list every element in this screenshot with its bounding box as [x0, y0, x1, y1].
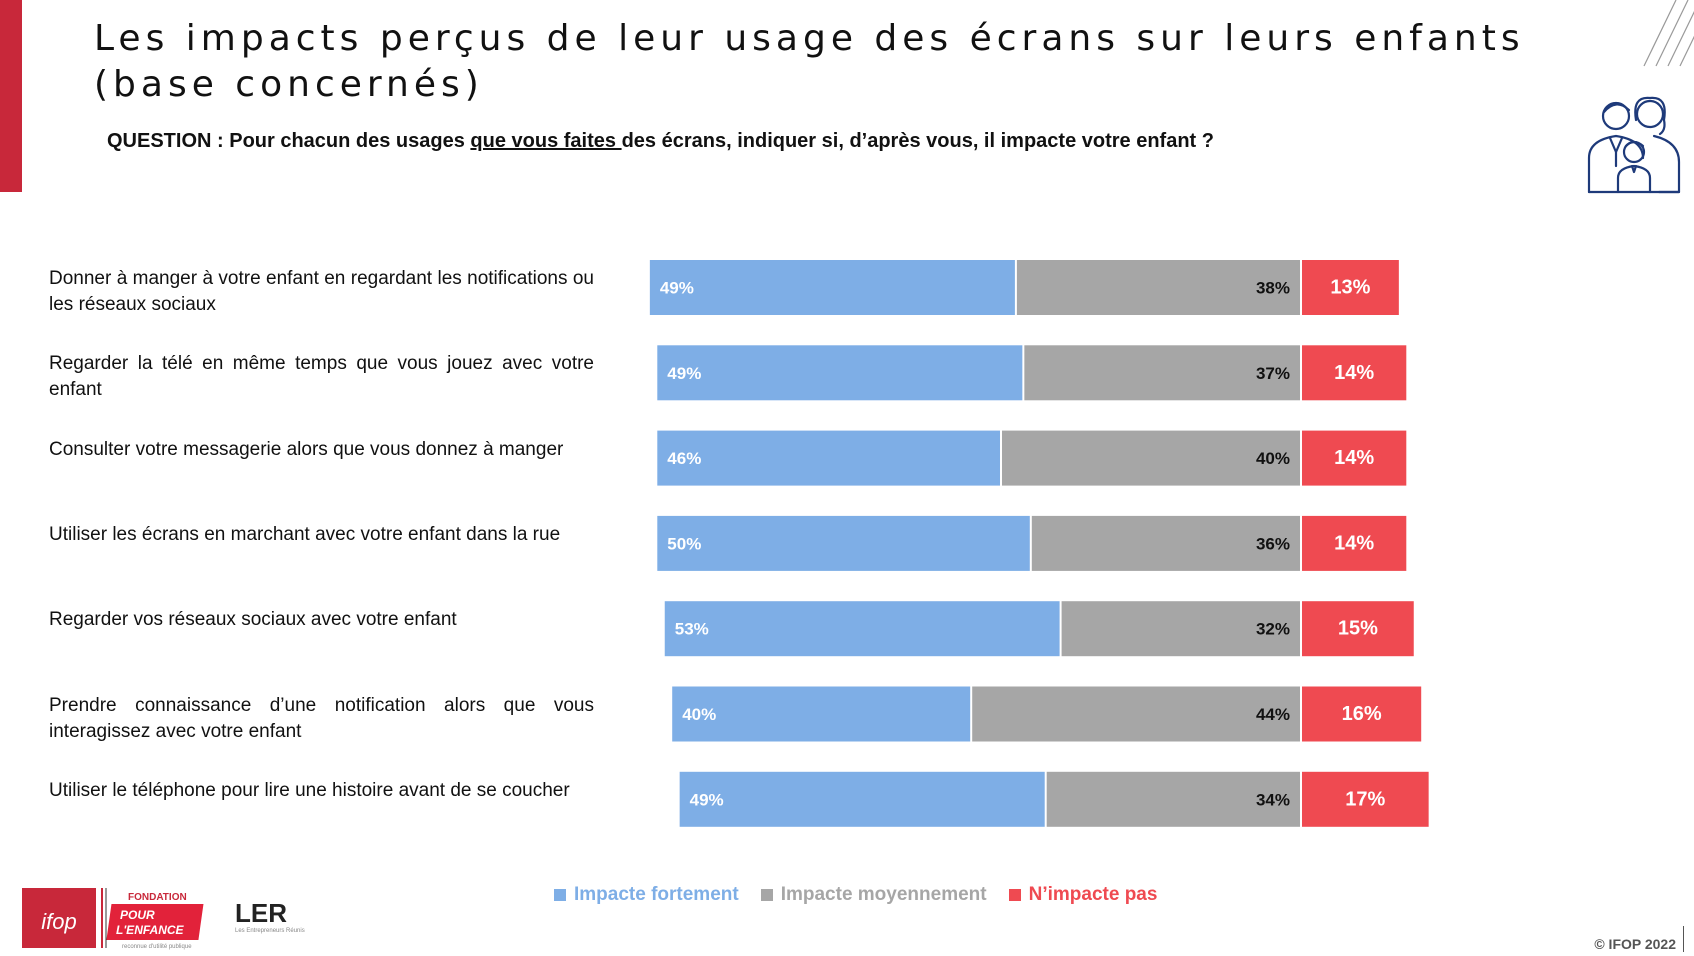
data-label: 49% — [660, 279, 694, 298]
category-label: Prendre connaissance d’une notification … — [49, 695, 594, 742]
bar-segment — [679, 771, 1045, 827]
question-suffix: des écrans, indiquer si, d’après vous, i… — [621, 130, 1214, 152]
data-label: 36% — [1256, 534, 1290, 553]
family-icon — [1587, 96, 1681, 194]
bar-segment — [649, 260, 1015, 315]
legend-label: N’impacte pas — [1028, 884, 1158, 905]
legend-swatch — [554, 889, 566, 901]
bar-segment — [1302, 260, 1399, 315]
slide-title: Les impacts perçus de leur usage des écr… — [94, 18, 1525, 105]
bar-segment — [1016, 260, 1300, 315]
question-text: QUESTION : Pour chacun des usages que vo… — [107, 130, 1214, 153]
bar-segment — [972, 686, 1300, 742]
chart-legend: Impacte fortement Impacte moyennement N’… — [554, 884, 1157, 906]
legend-label: Impacte moyennement — [780, 884, 987, 905]
accent-bar — [0, 0, 22, 192]
bar-segment — [1031, 515, 1300, 571]
legend-item-n-impacte-pas: N’impacte pas — [1008, 884, 1158, 906]
question-prefix: QUESTION : Pour chacun des usages — [107, 130, 471, 152]
legend-swatch — [1008, 889, 1021, 901]
category-label: Utiliser le téléphone pour lire une hist… — [49, 780, 570, 801]
copyright: © IFOP 2022 — [1594, 936, 1676, 952]
category-label: Utiliser les écrans en marchant avec vot… — [49, 524, 561, 545]
data-label: 15% — [1338, 618, 1378, 640]
data-label: 13% — [1330, 277, 1370, 299]
ifop-logo — [22, 888, 96, 948]
data-label: 53% — [675, 620, 709, 639]
data-label: 49% — [667, 364, 701, 383]
fondation-logo-text: FONDATION — [128, 892, 187, 903]
data-label: 14% — [1334, 532, 1374, 554]
bar-segment — [1302, 686, 1422, 742]
data-label: 44% — [1256, 705, 1290, 724]
data-label: 46% — [667, 449, 701, 468]
bar-segment — [657, 430, 1000, 486]
data-label: 40% — [682, 705, 716, 724]
bar-segment — [1302, 430, 1407, 486]
data-label: 14% — [1334, 447, 1374, 469]
category-label: Consulter votre messagerie alors que vou… — [49, 439, 564, 460]
legend-swatch — [760, 889, 773, 901]
question-underlined: que vous faites — [470, 130, 622, 152]
stacked-bar-chart: 49% 38% 13% 49% 37% 14% 46% 40% 14% 50% 36% 14% 53% 3… — [649, 260, 1429, 827]
data-label: 34% — [1256, 790, 1290, 809]
data-label: 40% — [1256, 449, 1290, 468]
legend-item-impacte-fortement: Impacte fortement — [554, 884, 739, 906]
data-label: 16% — [1342, 703, 1382, 725]
data-label: 38% — [1256, 279, 1290, 298]
bar-segment — [657, 515, 1030, 571]
data-label: 49% — [690, 790, 724, 809]
data-label: 37% — [1256, 364, 1290, 383]
bar-segment — [1002, 430, 1300, 486]
bar-segment — [664, 601, 1060, 657]
bar-segment — [1024, 345, 1300, 401]
ler-logo-text: LER — [235, 898, 287, 928]
fondation-logo-pour: POUR — [120, 908, 155, 922]
ler-tagline: Les Entrepreneurs Réunis — [235, 928, 305, 934]
legend-item-impacte-moyennement: Impacte moyennement — [760, 884, 987, 906]
bar-segment — [672, 686, 971, 742]
bar-segment — [1046, 771, 1300, 827]
fondation-logo — [106, 904, 204, 940]
bar-segment — [1302, 601, 1414, 657]
copyright-divider — [1683, 926, 1684, 952]
bar-segment — [1302, 515, 1407, 571]
partner-logos: ifop FONDATION POUR L'ENFANCE reconnue d… — [22, 888, 305, 950]
decorative-stripes — [1643, 0, 1694, 67]
fondation-logo-enfance: L'ENFANCE — [116, 923, 185, 937]
bar-segment — [1302, 345, 1407, 401]
bar-segment — [657, 345, 1023, 401]
category-label: Regarder vos réseaux sociaux avec votre … — [49, 609, 457, 630]
data-label: 14% — [1334, 362, 1374, 384]
category-label: Donner à manger à votre enfant en regard… — [49, 268, 594, 315]
ifop-logo-text: ifop — [41, 909, 76, 934]
data-label: 32% — [1256, 620, 1290, 639]
bar-segment — [1302, 771, 1429, 827]
fondation-tagline: reconnue d'utilité publique — [122, 944, 192, 950]
legend-label: Impacte fortement — [574, 884, 739, 905]
category-label: Regarder la télé en même temps que vous … — [49, 353, 594, 400]
data-label: 50% — [667, 534, 701, 553]
bar-segment — [1061, 601, 1300, 657]
data-label: 17% — [1345, 788, 1385, 810]
